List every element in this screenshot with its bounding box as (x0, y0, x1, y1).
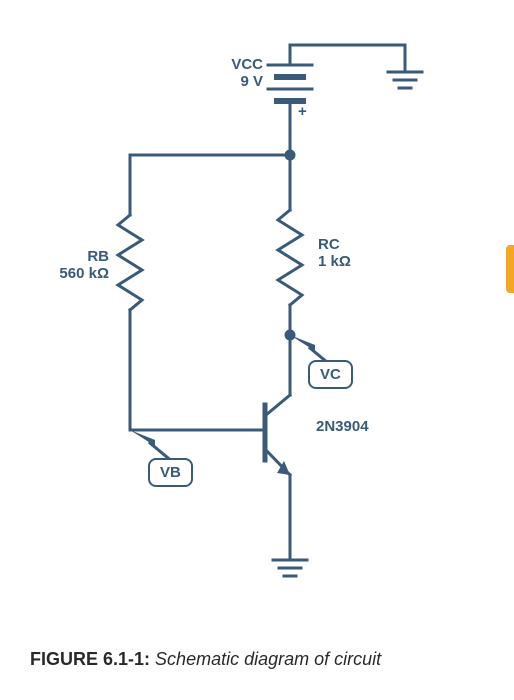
rc-name: RC (318, 236, 340, 253)
vcc-value: 9 V (240, 73, 263, 90)
transistor-label: 2N3904 (316, 418, 369, 435)
figure-title: Schematic diagram of circuit (155, 649, 381, 669)
vcc-name: VCC (231, 56, 263, 73)
rb-label: RB 560 kΩ (54, 248, 109, 282)
rb-name: RB (87, 248, 109, 265)
vcc-plus: + (298, 103, 307, 120)
circuit-schematic (0, 0, 514, 640)
figure-caption: FIGURE 6.1-1: Schematic diagram of circu… (30, 649, 381, 670)
rb-value: 560 kΩ (59, 265, 109, 282)
vb-node: VB (148, 458, 193, 487)
rc-label: RC 1 kΩ (318, 236, 351, 270)
vcc-label: VCC 9 V (203, 56, 263, 90)
accent-strip (506, 245, 514, 293)
vc-node: VC (308, 360, 353, 389)
rc-value: 1 kΩ (318, 253, 351, 270)
figure-number: FIGURE 6.1-1: (30, 649, 150, 669)
